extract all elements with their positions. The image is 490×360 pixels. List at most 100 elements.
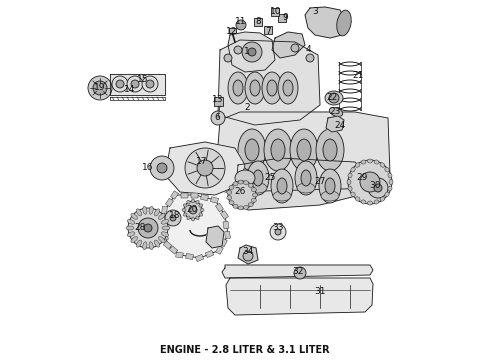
Polygon shape [206, 226, 224, 248]
Ellipse shape [385, 192, 389, 197]
Ellipse shape [262, 72, 282, 104]
Bar [205, 250, 214, 258]
Text: 26: 26 [234, 188, 245, 197]
Circle shape [360, 172, 380, 192]
Ellipse shape [199, 213, 203, 216]
Ellipse shape [248, 203, 253, 207]
Ellipse shape [192, 199, 195, 203]
Ellipse shape [251, 188, 256, 192]
Bar [161, 215, 167, 223]
Ellipse shape [235, 170, 255, 186]
Ellipse shape [297, 139, 311, 161]
Circle shape [131, 80, 139, 88]
Text: 32: 32 [293, 267, 304, 276]
Circle shape [329, 93, 339, 103]
Ellipse shape [143, 206, 147, 214]
Polygon shape [165, 142, 245, 195]
Ellipse shape [361, 160, 366, 164]
Bar [216, 246, 223, 254]
Ellipse shape [278, 72, 298, 104]
Text: 2: 2 [244, 104, 250, 112]
Polygon shape [235, 158, 368, 210]
Circle shape [234, 46, 242, 54]
Ellipse shape [199, 204, 203, 207]
Bar [220, 211, 228, 219]
Ellipse shape [149, 206, 153, 214]
Ellipse shape [250, 80, 260, 96]
Bar [176, 252, 183, 258]
Ellipse shape [337, 10, 351, 36]
Circle shape [127, 76, 143, 92]
Bar [224, 231, 230, 239]
Ellipse shape [238, 180, 243, 184]
Text: 25: 25 [264, 174, 276, 183]
Ellipse shape [183, 204, 187, 207]
Ellipse shape [244, 181, 248, 185]
Ellipse shape [271, 169, 293, 203]
Ellipse shape [229, 185, 234, 189]
Ellipse shape [348, 186, 352, 191]
Text: 21: 21 [352, 71, 364, 80]
Ellipse shape [196, 216, 199, 220]
Bar [211, 197, 219, 203]
Ellipse shape [329, 108, 343, 116]
Ellipse shape [277, 178, 287, 194]
Text: 15: 15 [137, 76, 149, 85]
Polygon shape [272, 32, 305, 58]
Circle shape [157, 163, 167, 173]
Bar [264, 26, 272, 34]
Polygon shape [305, 7, 345, 38]
Bar [181, 193, 188, 198]
Polygon shape [110, 74, 165, 95]
Ellipse shape [182, 208, 186, 211]
Text: 18: 18 [169, 211, 181, 220]
Ellipse shape [251, 198, 256, 202]
Circle shape [146, 80, 154, 88]
Polygon shape [218, 40, 320, 125]
Circle shape [189, 206, 197, 214]
Bar [220, 238, 227, 247]
Ellipse shape [380, 197, 385, 201]
Circle shape [236, 20, 246, 30]
Bar [214, 97, 223, 106]
Ellipse shape [380, 163, 385, 167]
Bar [169, 246, 178, 254]
Ellipse shape [228, 72, 248, 104]
Ellipse shape [136, 209, 142, 216]
Circle shape [184, 201, 202, 219]
Circle shape [112, 76, 128, 92]
Circle shape [88, 76, 112, 100]
Ellipse shape [368, 201, 372, 205]
Bar [271, 8, 279, 16]
Bar [200, 194, 209, 201]
Text: 31: 31 [314, 288, 326, 297]
Bar [163, 241, 172, 249]
Ellipse shape [368, 159, 372, 163]
Circle shape [185, 148, 225, 188]
Text: ENGINE - 2.8 LITER & 3.1 LITER: ENGINE - 2.8 LITER & 3.1 LITER [160, 345, 330, 355]
Ellipse shape [355, 197, 360, 201]
Text: 19: 19 [94, 84, 106, 93]
Ellipse shape [131, 237, 138, 243]
Circle shape [165, 210, 181, 226]
Ellipse shape [238, 129, 266, 171]
Circle shape [291, 44, 299, 52]
Ellipse shape [347, 180, 351, 184]
Ellipse shape [388, 186, 392, 191]
Bar [278, 14, 286, 22]
Ellipse shape [316, 129, 344, 171]
Ellipse shape [264, 129, 292, 171]
Bar [191, 193, 198, 198]
Text: 13: 13 [212, 95, 224, 104]
Ellipse shape [351, 167, 355, 172]
Ellipse shape [136, 240, 142, 247]
Circle shape [228, 181, 256, 209]
Ellipse shape [154, 209, 160, 216]
Ellipse shape [161, 220, 169, 224]
Bar [162, 233, 169, 240]
Circle shape [224, 54, 232, 62]
Circle shape [248, 48, 256, 56]
Text: 1: 1 [244, 48, 250, 57]
Text: 17: 17 [196, 158, 208, 166]
Ellipse shape [252, 193, 258, 197]
